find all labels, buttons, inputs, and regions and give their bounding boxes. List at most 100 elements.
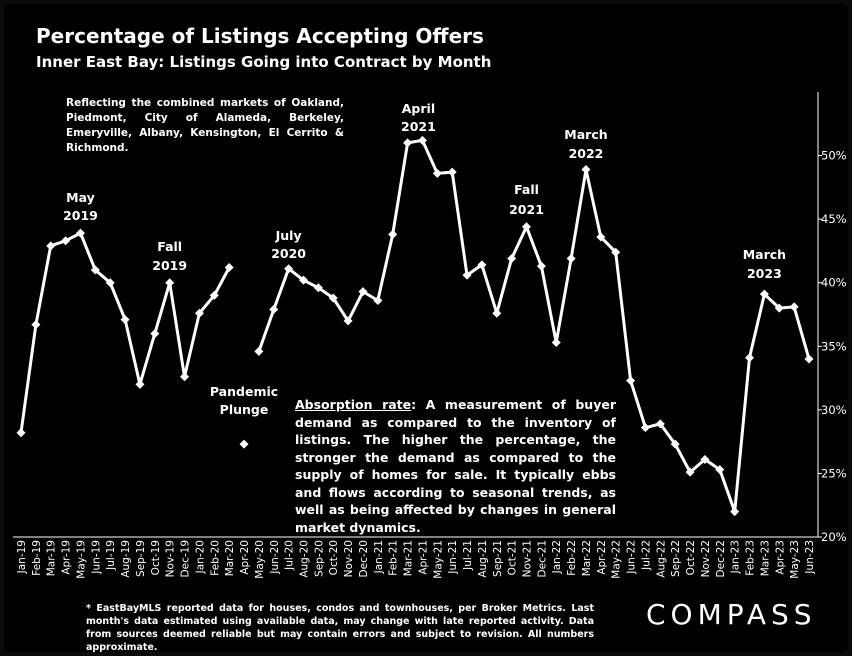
data-point [403,138,413,148]
x-tick-label: Jun-21 [447,540,459,575]
x-tick-label: Mar-19 [46,540,58,576]
data-point [566,254,576,264]
data-point [120,315,130,325]
markets-note: Reflecting the combined markets of Oakla… [66,97,344,154]
x-tick-label: May-23 [789,540,801,579]
data-point [492,308,502,318]
data-point [105,278,115,288]
data-point [224,262,234,272]
x-tick-label: Jun-20 [269,540,281,575]
data-point [343,316,353,326]
x-tick-label: May-21 [432,540,444,579]
x-tick-label: Oct-22 [685,540,697,575]
x-tick-label: Aug-19 [120,540,132,578]
data-point [655,419,665,429]
data-point [388,229,398,239]
data-point [536,261,546,271]
data-point [640,423,650,433]
x-tick-label: Aug-22 [655,540,667,578]
x-tick-label: Apr-21 [417,540,429,575]
absorption-rate-term: Absorption rate [295,397,412,412]
chart-title: Percentage of Listings Accepting Offers [36,24,484,48]
data-point [16,428,26,438]
annotation-label: Fall [157,239,182,254]
chart-subtitle: Inner East Bay: Listings Going into Cont… [36,53,492,71]
x-tick-label: Nov-21 [522,540,534,577]
x-tick-label: Feb-19 [31,540,43,576]
annotation-label: April [402,101,435,116]
data-point [522,222,532,232]
x-tick-label: May-22 [611,540,623,579]
data-point [715,465,725,475]
x-tick-label: Jun-19 [90,540,102,575]
annotation-label: May [66,190,95,205]
data-point [477,260,487,270]
x-tick-label: Mar-21 [403,540,415,576]
x-tick-label: Nov-20 [343,540,355,577]
x-tick-label: Jul-20 [284,540,296,571]
x-tick-label: May-20 [254,540,266,579]
x-tick-label: Jul-22 [640,540,652,571]
x-tick-label: Oct-19 [150,540,162,575]
x-tick-label: May-19 [75,540,87,579]
data-point [313,283,323,293]
annotation-label: 2023 [747,266,782,281]
annotation-label: 2022 [569,146,604,161]
annotation-label: 2019 [152,258,187,273]
data-point [75,228,85,238]
x-tick-label: Jun-23 [804,540,816,575]
data-point [596,232,606,242]
annotation-label: Fall [514,182,539,197]
footnote: * EastBayMLS reported data for houses, c… [86,603,594,653]
x-tick-label: Nov-22 [700,540,712,577]
y-tick-label: 40% [821,276,847,290]
data-point [774,303,784,313]
x-tick-label: Oct-21 [507,540,519,575]
annotation-label: 2020 [271,246,306,261]
data-point [417,135,427,145]
data-point [284,264,294,274]
x-tick-label: Dec-21 [536,540,548,577]
data-point [90,265,100,275]
x-tick-label: Feb-22 [566,540,578,576]
data-point [46,241,56,251]
data-point [759,289,769,299]
data-point [254,346,264,356]
data-point [745,353,755,363]
data-point [358,287,368,297]
data-point [626,376,636,386]
annotation-label: 2021 [509,202,544,217]
data-point [194,308,204,318]
x-tick-label: Jan-22 [551,540,563,574]
data-point [581,165,591,175]
x-tick-label: Jul-21 [462,540,474,571]
data-point [789,302,799,312]
data-point [373,296,383,306]
annotation-label: March [743,247,786,262]
x-tick-label: Dec-20 [358,540,370,577]
data-point [730,507,740,517]
x-tick-label: Feb-20 [209,540,221,576]
data-point [31,320,41,330]
y-tick-label: 30% [821,403,847,417]
x-tick-label: Jun-22 [626,540,638,575]
data-point [670,439,680,449]
absorption-rate-definition: : A measurement of buyer demand as compa… [295,397,616,535]
x-tick-label: Apr-22 [596,540,608,575]
x-tick-label: Jan-19 [16,540,28,574]
data-point [551,337,561,347]
x-tick-label: Aug-21 [477,540,489,578]
x-tick-label: Dec-22 [715,540,727,577]
x-tick-label: Mar-20 [224,540,236,576]
data-point [180,372,190,382]
x-tick-label: Mar-22 [581,540,593,576]
x-tick-label: Sep-21 [492,540,504,577]
data-point [150,329,160,339]
annotation-label: July [275,228,302,243]
data-point [298,275,308,285]
x-tick-label: Mar-23 [759,540,771,576]
chart-frame [4,4,848,652]
x-tick-label: Feb-21 [388,540,400,576]
annotation-label: Plunge [220,402,269,417]
